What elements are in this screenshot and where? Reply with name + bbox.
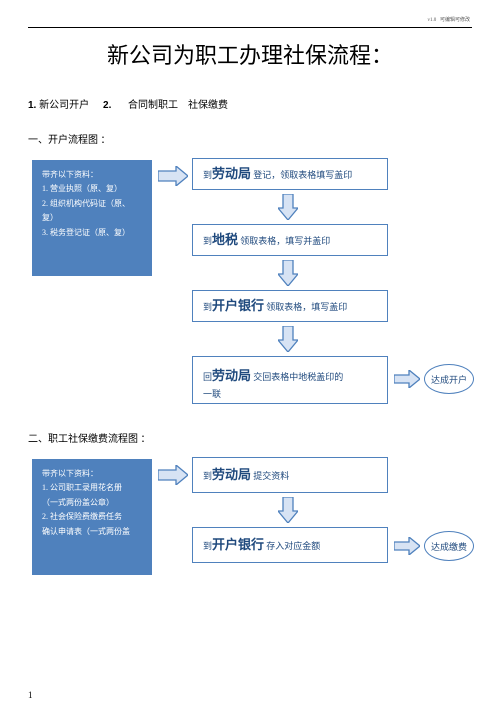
materials-box-1: 带齐以下资料： 1. 营业执照（原、复） 2. 组织机构代码证（原、 复） 3.… <box>32 160 152 276</box>
arrow-down-icon <box>278 260 298 286</box>
mat2-i2: 2. 社会保险费缴费任务 <box>42 510 142 524</box>
arrow-right-icon <box>158 166 188 186</box>
s1-pre: 到 <box>203 170 212 180</box>
top-rule <box>28 27 472 28</box>
sub-t1: 新公司开户 <box>39 100 89 111</box>
mat1-head: 带齐以下资料： <box>42 168 142 182</box>
arrow-right-icon <box>158 465 188 485</box>
oval-1: 达成开户 <box>424 364 474 394</box>
sub-t2: 合同制职工 社保缴费 <box>128 100 228 111</box>
s2-post: 领取表格，填写并盖印 <box>238 236 330 246</box>
s4-b: 劳动局 <box>212 368 251 383</box>
mat2-i2b: 确认申请表（一式两份盖 <box>42 525 142 539</box>
s1b-b: 劳动局 <box>212 467 251 482</box>
page-number: 1 <box>28 690 33 700</box>
s1-post: 登记，领取表格填写盖印 <box>251 170 352 180</box>
s2-pre: 到 <box>203 236 212 246</box>
flow-canvas-2: 带齐以下资料： 1. 公司职工录用花名册 （一式两份盖公章） 2. 社会保险费缴… <box>28 451 472 629</box>
step3-box: 到开户银行 领取表格，填写盖印 <box>192 290 388 322</box>
s4-pre: 回 <box>203 372 212 382</box>
mat1-i2: 2. 组织机构代码证（原、 <box>42 197 142 211</box>
s2b-post: 存入对应金额 <box>264 541 320 551</box>
mat1-i3: 3. 税务登记证（原、复） <box>42 226 142 240</box>
s3-b: 开户银行 <box>212 298 264 313</box>
arrow-right-icon <box>394 370 420 388</box>
arrow-down-icon <box>278 497 298 523</box>
materials-box-2: 带齐以下资料： 1. 公司职工录用花名册 （一式两份盖公章） 2. 社会保险费缴… <box>32 459 152 575</box>
sub-n2: 2. <box>103 100 111 111</box>
step2-box: 到地税 领取表格，填写并盖印 <box>192 224 388 256</box>
mat2-head: 带齐以下资料： <box>42 467 142 481</box>
s4-post: 交回表格中地税盖印的 <box>251 372 343 382</box>
mat2-i1b: （一式两份盖公章） <box>42 496 142 510</box>
oval2-text: 达成缴费 <box>431 540 467 553</box>
meta-1: v1.0 <box>427 18 436 23</box>
s1b-pre: 到 <box>203 471 212 481</box>
arrow-down-icon <box>278 326 298 352</box>
step1-box: 到劳动局 登记，领取表格填写盖印 <box>192 158 388 190</box>
meta-2: 可编辑可修改 <box>440 18 470 23</box>
arrow-right-icon <box>394 537 420 555</box>
section2-label: 二、职工社保缴费流程图 ： <box>28 430 472 445</box>
s1b-post: 提交资料 <box>251 471 289 481</box>
sub-n1: 1. <box>28 100 36 111</box>
mat1-i2b: 复） <box>42 211 142 225</box>
page-title: 新公司为职工办理社保流程： <box>28 38 472 70</box>
s2b-pre: 到 <box>203 541 212 551</box>
step2b-box: 到开户银行 存入对应金额 <box>192 527 388 563</box>
mat1-i1: 1. 营业执照（原、复） <box>42 182 142 196</box>
step4-box: 回劳动局 交回表格中地税盖印的 一联 <box>192 356 388 404</box>
s2-b: 地税 <box>212 232 238 247</box>
mat2-i1: 1. 公司职工录用花名册 <box>42 481 142 495</box>
s3-post: 领取表格，填写盖印 <box>264 302 347 312</box>
step1b-box: 到劳动局 提交资料 <box>192 457 388 493</box>
section1-label: 一、开户流程图 ： <box>28 131 472 146</box>
header-meta: v1.0 可编辑可修改 <box>28 18 472 24</box>
subhead: 1. 新公司开户 2. 合同制职工 社保缴费 <box>28 96 472 111</box>
s1-b: 劳动局 <box>212 166 251 181</box>
oval1-text: 达成开户 <box>431 373 467 386</box>
oval-2: 达成缴费 <box>424 531 474 561</box>
s3-pre: 到 <box>203 302 212 312</box>
s4-line2: 一联 <box>203 387 377 402</box>
flow-canvas-1: 带齐以下资料： 1. 营业执照（原、复） 2. 组织机构代码证（原、 复） 3.… <box>28 152 472 430</box>
arrow-down-icon <box>278 194 298 220</box>
s2b-b: 开户银行 <box>212 537 264 552</box>
